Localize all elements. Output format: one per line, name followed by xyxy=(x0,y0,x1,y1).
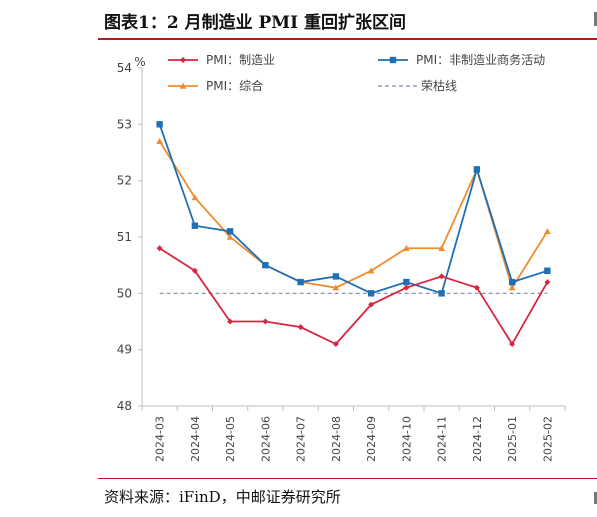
data-point xyxy=(297,324,304,331)
data-point xyxy=(509,341,516,348)
series-1 xyxy=(156,121,551,297)
legend-swatch-marker xyxy=(180,57,186,63)
x-tick-label: 2024-08 xyxy=(330,416,343,462)
data-point xyxy=(367,290,375,297)
legend-label: 荣枯线 xyxy=(421,78,457,93)
edge-mark-bottom xyxy=(594,492,597,504)
x-tick-label: 2024-03 xyxy=(154,416,167,462)
series-0 xyxy=(156,245,551,348)
data-point xyxy=(473,284,480,291)
series-line xyxy=(158,124,548,295)
data-point xyxy=(367,267,375,274)
data-point xyxy=(332,341,339,348)
series-line xyxy=(158,140,549,290)
y-tick-label: 51 xyxy=(117,230,132,244)
legend-label: PMI：非制造业商务活动 xyxy=(416,52,545,67)
series-line xyxy=(159,247,549,346)
legend-item-0: PMI：制造业 xyxy=(168,53,275,67)
data-point xyxy=(297,278,304,286)
data-point xyxy=(438,290,445,297)
legend-label: PMI：综合 xyxy=(206,78,263,93)
x-tick-label: 2024-06 xyxy=(259,416,272,462)
figure-title: 图表1：2 月制造业 PMI 重回扩张区间 xyxy=(104,13,406,33)
edge-mark xyxy=(594,12,597,26)
data-point xyxy=(156,245,163,252)
data-point xyxy=(508,284,516,291)
data-point xyxy=(544,267,551,274)
legend-swatch-marker xyxy=(179,82,187,89)
title-rule xyxy=(98,38,597,40)
axes: 48 49 50 51 52 53 54 % 2024-03 2024-04 2024-05 2024… xyxy=(117,55,566,462)
data-point xyxy=(403,284,410,291)
data-point xyxy=(544,279,551,286)
data-point xyxy=(191,267,198,274)
x-tick-label: 2024-09 xyxy=(365,416,378,462)
data-point xyxy=(332,284,340,291)
y-tick-label: 49 xyxy=(117,343,132,357)
data-point xyxy=(473,166,481,173)
figure-source: 资料来源：iFinD，中邮证券研究所 xyxy=(104,488,341,506)
data-point xyxy=(438,273,445,280)
x-tick-label: 2024-04 xyxy=(189,416,202,462)
data-point xyxy=(191,222,199,229)
legend-item-1: PMI：非制造业商务活动 xyxy=(378,52,545,67)
data-point xyxy=(543,227,551,235)
y-axis-label: % xyxy=(134,55,145,69)
x-tick-label: 2025-01 xyxy=(506,416,519,462)
x-tick-label: 2024-05 xyxy=(224,416,237,462)
data-point xyxy=(156,137,164,144)
legend-label: PMI：制造业 xyxy=(206,53,275,67)
x-tick-label: 2025-02 xyxy=(541,416,554,462)
legend-item-reference: 荣枯线 xyxy=(378,78,457,93)
data-point xyxy=(191,194,199,201)
data-point xyxy=(332,273,340,280)
x-tick-label: 2024-07 xyxy=(295,416,308,462)
y-tick-label: 53 xyxy=(117,117,132,131)
x-tick-label: 2024-12 xyxy=(471,416,484,462)
y-tick-label: 54 xyxy=(117,61,132,75)
series-layer xyxy=(156,121,551,348)
x-tick-label: 2024-11 xyxy=(436,416,449,462)
data-point xyxy=(262,318,269,325)
y-tick-label: 52 xyxy=(117,174,132,188)
data-point xyxy=(402,244,410,251)
data-point xyxy=(508,278,516,286)
y-tick-label: 50 xyxy=(117,286,132,300)
x-tick-label: 2024-10 xyxy=(400,416,413,462)
data-point xyxy=(227,318,234,325)
data-point xyxy=(368,301,375,308)
legend-swatch-marker xyxy=(389,56,397,64)
data-point xyxy=(262,261,269,269)
data-point xyxy=(438,244,446,251)
source-rule xyxy=(98,478,597,479)
data-point xyxy=(156,121,163,128)
data-point xyxy=(403,278,410,286)
legend-item-2: PMI：综合 xyxy=(168,78,263,93)
data-point xyxy=(226,228,234,235)
y-tick-label: 48 xyxy=(117,399,132,413)
data-point xyxy=(226,233,234,240)
legend: PMI：制造业 PMI：非制造业商务活动 PMI：综合 荣枯线 xyxy=(168,52,545,93)
